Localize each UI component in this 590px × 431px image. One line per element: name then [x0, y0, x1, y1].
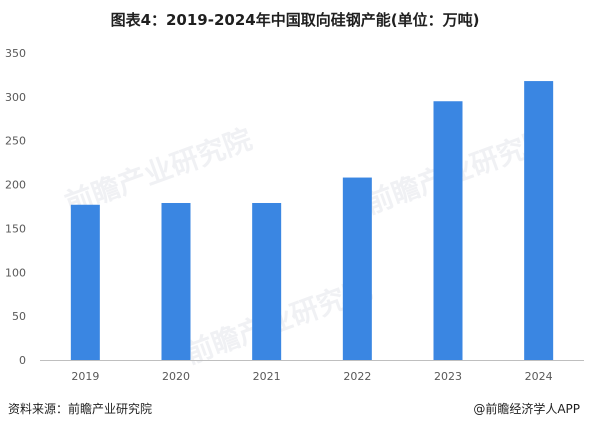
y-tick-label: 150	[5, 222, 26, 235]
bars	[70, 81, 554, 360]
bar-2020	[161, 202, 191, 360]
y-tick-label: 50	[12, 310, 26, 323]
x-tick-label: 2023	[434, 370, 462, 383]
y-tick-label: 350	[5, 47, 26, 60]
bar-2022	[342, 177, 372, 360]
x-tick-label: 2019	[71, 370, 99, 383]
y-tick-label: 0	[19, 354, 26, 367]
y-tick-label: 250	[5, 135, 26, 148]
x-tick-label: 2024	[525, 370, 553, 383]
x-axis: 2019 2020 2021 2022 2023 2024	[71, 370, 552, 383]
bar-2019	[70, 204, 100, 360]
x-tick-label: 2021	[253, 370, 281, 383]
bar-2021	[252, 202, 282, 360]
source-text: 资料来源：前瞻产业研究院	[8, 402, 153, 416]
credit-text: @前瞻经济学人APP	[473, 402, 580, 416]
y-tick-label: 200	[5, 179, 26, 192]
x-tick-label: 2022	[343, 370, 371, 383]
chart-title: 图表4：2019-2024年中国取向硅钢产能(单位：万吨)	[110, 11, 480, 29]
y-axis: 0 50 100 150 200 250 300 350	[5, 47, 26, 367]
bar-2024	[524, 81, 554, 360]
y-tick-label: 300	[5, 91, 26, 104]
bar-2023	[433, 101, 463, 360]
x-tick-label: 2020	[162, 370, 190, 383]
y-tick-label: 100	[5, 266, 26, 279]
